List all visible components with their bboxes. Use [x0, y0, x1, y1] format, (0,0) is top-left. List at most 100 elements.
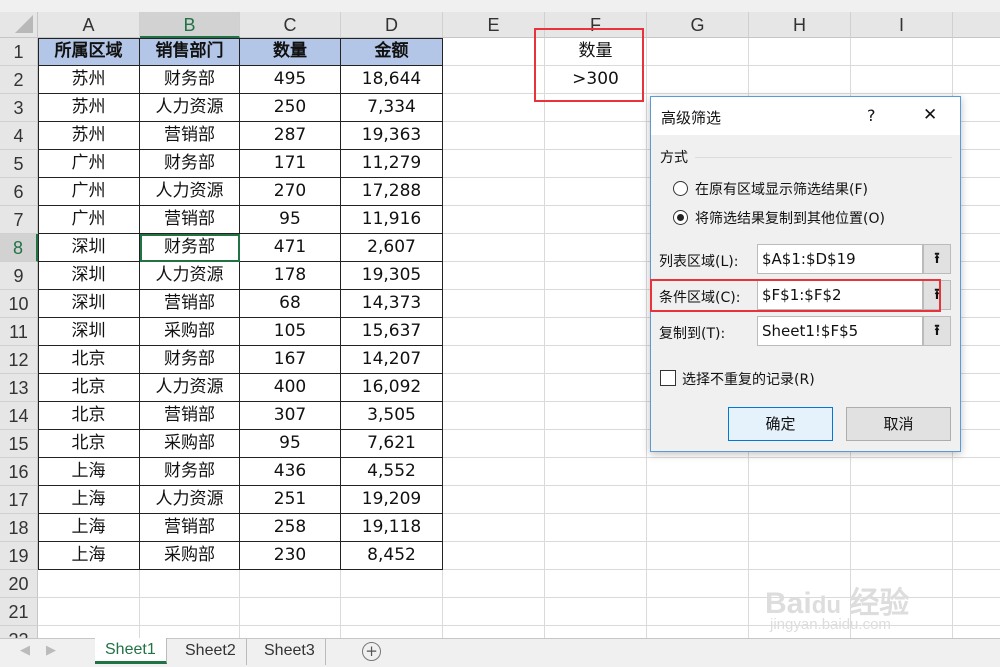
- cell[interactable]: [647, 458, 749, 486]
- row-header-8[interactable]: 8: [0, 234, 38, 262]
- cell[interactable]: [545, 346, 647, 374]
- column-header-h[interactable]: H: [749, 12, 851, 38]
- table-cell[interactable]: 采购部: [140, 430, 240, 458]
- row-header-9[interactable]: 9: [0, 262, 38, 290]
- list-range-collapse-icon[interactable]: ⭱: [923, 244, 951, 274]
- cell[interactable]: [647, 486, 749, 514]
- table-cell[interactable]: 上海: [38, 458, 140, 486]
- cell[interactable]: [851, 66, 953, 94]
- cell[interactable]: [647, 66, 749, 94]
- column-header-f[interactable]: F: [545, 12, 647, 38]
- cell[interactable]: [38, 626, 140, 640]
- row-header-13[interactable]: 13: [0, 374, 38, 402]
- cell[interactable]: [545, 402, 647, 430]
- column-header-i[interactable]: I: [851, 12, 953, 38]
- tab-sheet3[interactable]: Sheet3: [254, 639, 326, 665]
- table-cell[interactable]: 人力资源: [140, 94, 240, 122]
- spreadsheet-grid[interactable]: A B C D E F G H I 1 2 3 4 5 6 7 8 9 10 11 12 13 14 15 16 17 18 19 20…: [0, 0, 1000, 640]
- cell[interactable]: [953, 458, 1000, 486]
- cell[interactable]: [953, 374, 1000, 402]
- cell[interactable]: [953, 570, 1000, 598]
- cell[interactable]: [443, 206, 545, 234]
- table-cell[interactable]: 深圳: [38, 290, 140, 318]
- cell[interactable]: [443, 402, 545, 430]
- cell[interactable]: [545, 430, 647, 458]
- cell[interactable]: [443, 66, 545, 94]
- unique-records-checkbox[interactable]: [660, 370, 676, 386]
- column-header-a[interactable]: A: [38, 12, 140, 38]
- cell[interactable]: [953, 598, 1000, 626]
- table-cell[interactable]: 深圳: [38, 318, 140, 346]
- criteria-range-input[interactable]: $F$1:$F$2: [757, 280, 923, 310]
- cell[interactable]: [140, 626, 240, 640]
- table-cell[interactable]: 数量: [240, 38, 341, 66]
- table-cell[interactable]: 19,209: [341, 486, 443, 514]
- table-cell[interactable]: 19,305: [341, 262, 443, 290]
- tab-scroll-right-icon[interactable]: ▶: [46, 643, 56, 658]
- close-button[interactable]: ✕: [923, 105, 938, 125]
- table-cell[interactable]: 258: [240, 514, 341, 542]
- list-range-input[interactable]: $A$1:$D$19: [757, 244, 923, 274]
- cell[interactable]: [443, 94, 545, 122]
- table-cell[interactable]: 95: [240, 206, 341, 234]
- cell[interactable]: [647, 598, 749, 626]
- row-header-2[interactable]: 2: [0, 66, 38, 94]
- table-cell[interactable]: 所属区域: [38, 38, 140, 66]
- row-header-14[interactable]: 14: [0, 402, 38, 430]
- row-header-12[interactable]: 12: [0, 346, 38, 374]
- cell[interactable]: [341, 626, 443, 640]
- column-header-b[interactable]: B: [140, 12, 240, 38]
- cell[interactable]: [140, 570, 240, 598]
- cell[interactable]: [443, 346, 545, 374]
- cell[interactable]: [953, 318, 1000, 346]
- table-cell[interactable]: 4,552: [341, 458, 443, 486]
- cell[interactable]: [647, 38, 749, 66]
- table-cell[interactable]: 财务部: [140, 150, 240, 178]
- table-cell[interactable]: 11,279: [341, 150, 443, 178]
- table-cell[interactable]: 上海: [38, 542, 140, 570]
- cell[interactable]: [545, 290, 647, 318]
- cell[interactable]: [851, 38, 953, 66]
- cell[interactable]: [545, 94, 647, 122]
- table-cell[interactable]: 400: [240, 374, 341, 402]
- cell[interactable]: [545, 486, 647, 514]
- cell[interactable]: [545, 206, 647, 234]
- cell[interactable]: [749, 486, 851, 514]
- cell[interactable]: [341, 598, 443, 626]
- column-header-g[interactable]: G: [647, 12, 749, 38]
- cell[interactable]: [851, 514, 953, 542]
- cell[interactable]: [749, 66, 851, 94]
- table-cell[interactable]: 95: [240, 430, 341, 458]
- cell[interactable]: [953, 66, 1000, 94]
- option-copy-to-location-radio[interactable]: [673, 210, 688, 225]
- table-cell[interactable]: 7,334: [341, 94, 443, 122]
- cell[interactable]: [851, 570, 953, 598]
- table-cell[interactable]: 230: [240, 542, 341, 570]
- cell[interactable]: [38, 598, 140, 626]
- cell[interactable]: [545, 626, 647, 640]
- cell[interactable]: [341, 570, 443, 598]
- table-cell[interactable]: 苏州: [38, 66, 140, 94]
- column-header-j[interactable]: [953, 12, 1000, 38]
- table-cell[interactable]: 14,207: [341, 346, 443, 374]
- table-cell[interactable]: 北京: [38, 402, 140, 430]
- table-cell[interactable]: 7,621: [341, 430, 443, 458]
- table-cell[interactable]: 436: [240, 458, 341, 486]
- table-cell[interactable]: 深圳: [38, 234, 140, 262]
- cell[interactable]: [443, 122, 545, 150]
- cell[interactable]: [953, 486, 1000, 514]
- table-cell[interactable]: 16,092: [341, 374, 443, 402]
- row-header-5[interactable]: 5: [0, 150, 38, 178]
- cell[interactable]: [851, 626, 953, 640]
- cell[interactable]: [545, 150, 647, 178]
- criteria-range-collapse-icon[interactable]: ⭱: [923, 280, 951, 310]
- table-cell[interactable]: 广州: [38, 150, 140, 178]
- row-header-10[interactable]: 10: [0, 290, 38, 318]
- cell[interactable]: [953, 122, 1000, 150]
- option-filter-in-place-radio[interactable]: [673, 181, 688, 196]
- row-header-17[interactable]: 17: [0, 486, 38, 514]
- table-cell[interactable]: 北京: [38, 346, 140, 374]
- table-cell[interactable]: 财务部: [140, 458, 240, 486]
- column-header-c[interactable]: C: [240, 12, 341, 38]
- cell[interactable]: [953, 430, 1000, 458]
